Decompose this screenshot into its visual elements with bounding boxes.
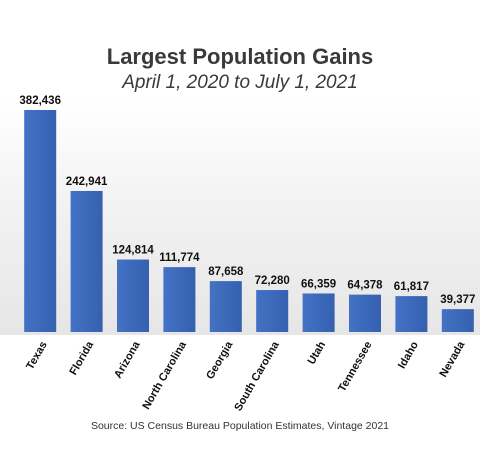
x-tick-label: Nevada xyxy=(437,339,467,380)
x-tick-label: Georgia xyxy=(204,339,236,382)
bar-tennessee xyxy=(349,294,381,332)
data-label: 382,436 xyxy=(19,95,61,107)
x-tick-label: Idaho xyxy=(396,339,421,371)
x-tick-label: North Carolina xyxy=(140,339,189,412)
bar-idaho xyxy=(395,296,428,332)
bar-georgia xyxy=(209,281,242,332)
chart-subtitle: April 1, 2020 to July 1, 2021 xyxy=(122,72,358,93)
data-label: 66,359 xyxy=(301,278,336,290)
data-label: 72,280 xyxy=(255,275,290,287)
bar-arizona xyxy=(117,259,149,332)
bar-utah xyxy=(302,293,335,332)
bar-south-carolina xyxy=(256,290,289,332)
data-label: 61,817 xyxy=(394,281,429,293)
data-label: 39,377 xyxy=(440,294,475,306)
bar-texas xyxy=(24,110,57,332)
data-label: 124,814 xyxy=(112,245,154,257)
x-tick-label: Texas xyxy=(24,340,50,372)
data-label: 87,658 xyxy=(208,266,244,278)
x-tick-label: Tennessee xyxy=(336,340,374,395)
bar-nevada xyxy=(441,309,474,332)
bar-north-carolina xyxy=(163,267,196,332)
source-note: Source: US Census Bureau Population Esti… xyxy=(90,420,390,432)
x-tick-label: Arizona xyxy=(112,339,143,381)
data-label: 242,941 xyxy=(66,176,108,188)
data-label: 64,378 xyxy=(347,280,383,292)
bar-florida xyxy=(70,190,103,332)
chart-title: Largest Population Gains xyxy=(106,44,374,69)
x-tick-label: South Carolina xyxy=(232,339,282,414)
x-tick-label: Utah xyxy=(306,339,329,366)
x-tick-label: Florida xyxy=(67,339,96,378)
data-label: 111,774 xyxy=(159,252,200,264)
